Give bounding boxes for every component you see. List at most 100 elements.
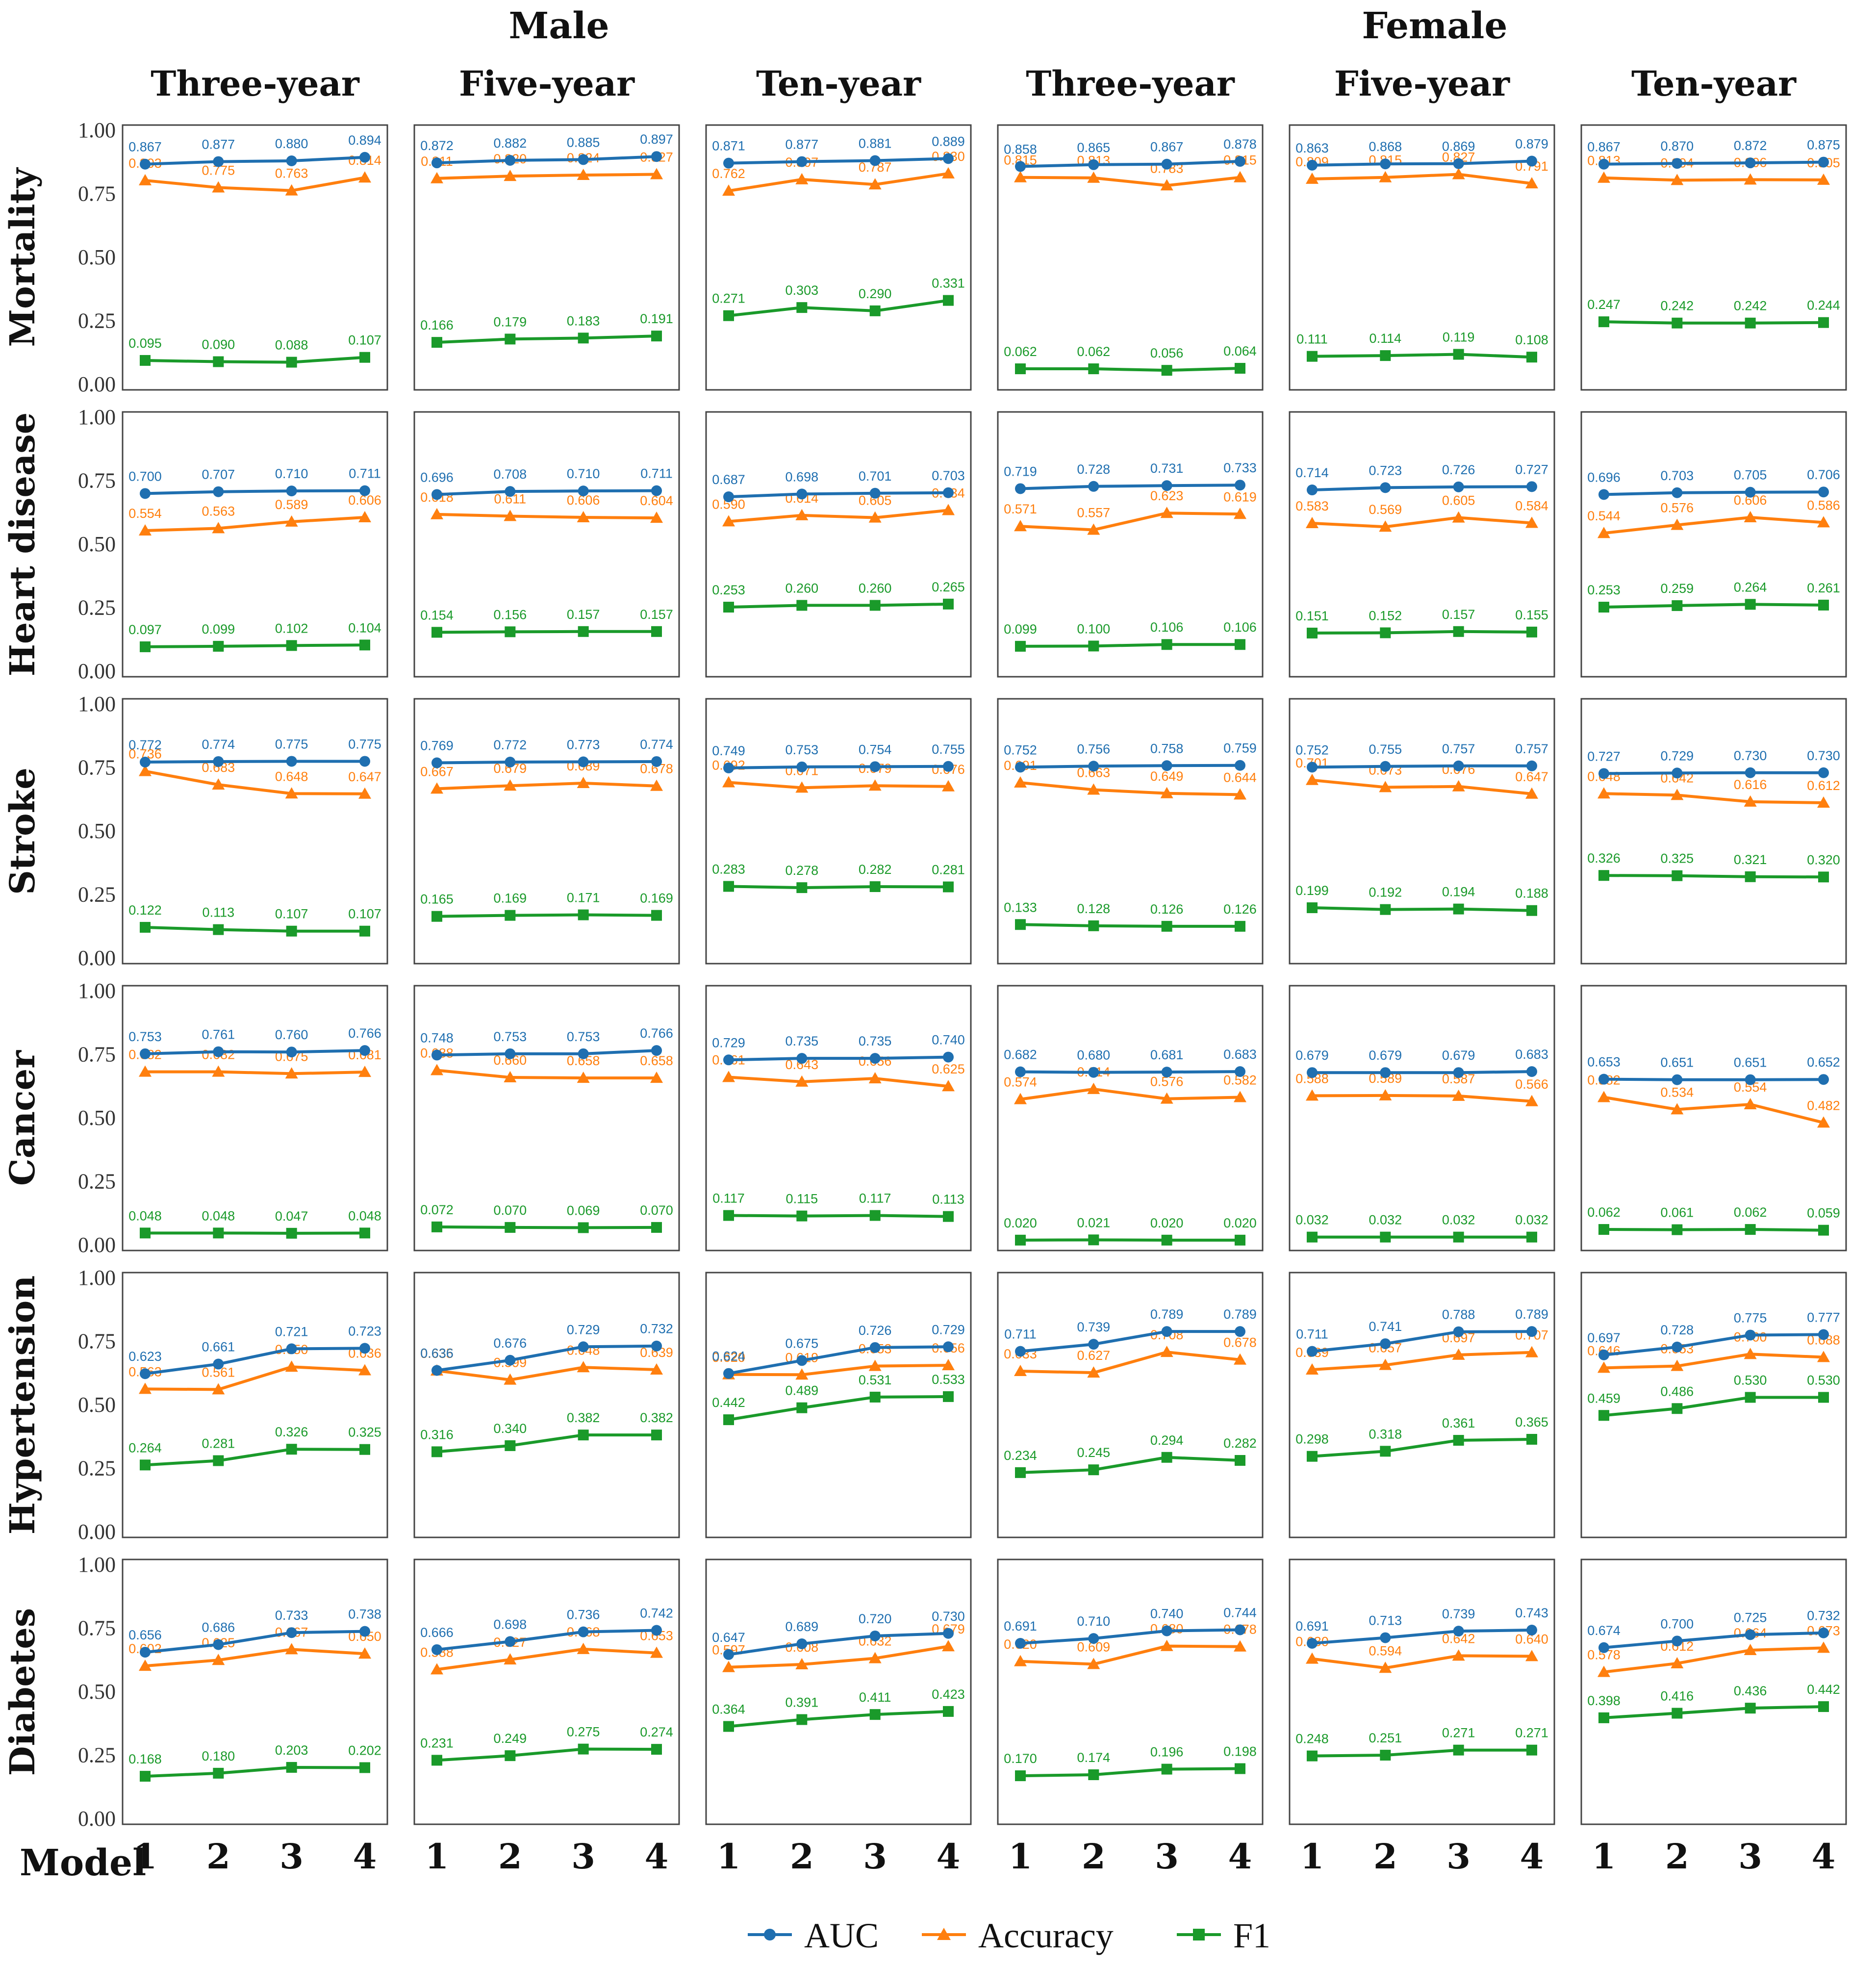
marker-auc xyxy=(943,1051,954,1063)
data-label-f1: 0.106 xyxy=(1223,620,1257,635)
data-label-f1: 0.156 xyxy=(494,607,527,622)
x-tick-label: 2 xyxy=(1665,1836,1689,1877)
marker-f1 xyxy=(140,921,151,933)
series-line-auc xyxy=(1312,485,1532,492)
panel-frame xyxy=(997,698,1264,965)
marker-auc xyxy=(1598,768,1609,779)
marker-f1 xyxy=(1161,920,1172,932)
marker-accuracy xyxy=(1452,1348,1465,1360)
data-label-auc: 0.652 xyxy=(1807,1055,1840,1070)
data-label-auc: 0.700 xyxy=(128,469,162,484)
data-label-f1: 0.253 xyxy=(712,583,745,597)
marker-auc xyxy=(578,756,589,767)
series-line-accuracy xyxy=(145,1365,365,1391)
data-label-auc: 0.687 xyxy=(712,472,745,487)
data-label-auc: 0.744 xyxy=(1223,1606,1257,1620)
panel-cancer-female-ten-year: 0.0620.0610.0620.0590.5820.5340.5540.482… xyxy=(1580,985,1847,1251)
series-line-accuracy xyxy=(728,1645,949,1669)
marker-f1 xyxy=(869,1391,881,1403)
data-label-f1: 0.416 xyxy=(1661,1689,1694,1704)
marker-f1 xyxy=(1745,1224,1756,1235)
data-label-auc: 0.872 xyxy=(1734,138,1767,153)
data-label-auc: 0.761 xyxy=(202,1027,235,1042)
x-tick-label: 3 xyxy=(863,1836,887,1877)
data-label-auc: 0.733 xyxy=(1223,460,1257,475)
data-label-accuracy: 0.635 xyxy=(420,1346,454,1361)
panel-frame xyxy=(413,698,680,965)
data-label-auc: 0.705 xyxy=(1734,468,1767,483)
marker-accuracy xyxy=(795,173,809,184)
data-label-auc: 0.882 xyxy=(494,136,527,151)
data-label-accuracy: 0.594 xyxy=(1369,1643,1402,1658)
data-label-f1: 0.281 xyxy=(202,1436,235,1451)
data-label-f1: 0.242 xyxy=(1734,299,1767,313)
data-label-auc: 0.698 xyxy=(786,469,819,484)
data-label-auc: 0.752 xyxy=(1295,742,1329,757)
marker-accuracy xyxy=(212,1065,225,1077)
marker-accuracy xyxy=(358,787,371,799)
data-label-f1: 0.382 xyxy=(567,1410,600,1425)
panel-heart-disease-male-five-year: 0.1540.1560.1570.1570.6180.6110.6060.604… xyxy=(413,411,680,678)
marker-accuracy xyxy=(650,1646,663,1658)
panel-mortality-female-ten-year: 0.2470.2420.2420.2440.8130.8040.8060.805… xyxy=(1580,124,1847,391)
data-label-auc: 0.726 xyxy=(1442,462,1475,477)
data-label-auc: 0.775 xyxy=(275,737,308,751)
marker-auc xyxy=(1380,1067,1391,1078)
marker-accuracy xyxy=(504,1071,517,1083)
marker-accuracy xyxy=(650,779,663,791)
data-label-f1: 0.486 xyxy=(1661,1384,1694,1399)
panel-frame xyxy=(705,698,972,965)
marker-accuracy xyxy=(1744,173,1757,185)
y-tick-label: 0.25 xyxy=(78,1743,116,1767)
data-label-auc: 0.775 xyxy=(348,737,381,751)
data-label-auc: 0.727 xyxy=(1587,749,1621,764)
data-label-f1: 0.264 xyxy=(128,1440,162,1455)
marker-accuracy xyxy=(942,1359,955,1371)
series-line-f1 xyxy=(1312,906,1532,912)
marker-accuracy xyxy=(1671,1103,1684,1115)
data-label-auc: 0.651 xyxy=(1734,1055,1767,1070)
marker-accuracy xyxy=(1379,1358,1392,1370)
data-label-f1: 0.106 xyxy=(1150,620,1184,635)
marker-auc xyxy=(213,1046,224,1057)
marker-auc xyxy=(1745,157,1756,169)
marker-auc xyxy=(1161,1067,1172,1078)
data-label-auc: 0.710 xyxy=(1077,1614,1111,1629)
marker-auc xyxy=(359,1343,370,1354)
marker-f1 xyxy=(796,302,808,313)
column-title-male-three-year: Three-year xyxy=(151,63,360,104)
marker-f1 xyxy=(359,1762,370,1773)
marker-accuracy xyxy=(285,1067,298,1079)
marker-accuracy xyxy=(1525,787,1538,799)
marker-auc xyxy=(1453,158,1464,169)
row-title-cancer: Cancer xyxy=(2,1050,43,1186)
marker-accuracy xyxy=(1452,168,1465,179)
marker-accuracy xyxy=(577,1072,590,1083)
marker-f1 xyxy=(1015,1234,1026,1246)
marker-auc xyxy=(286,1343,297,1354)
panel-heart-disease-male-three-year: 0.00 0.25 0.50 0.75 1.00 0.097 0.099 0.102 0.104… xyxy=(78,405,388,683)
data-label-f1: 0.361 xyxy=(1442,1416,1475,1430)
series-line-f1 xyxy=(1020,1455,1241,1474)
series-line-auc xyxy=(1603,490,1824,496)
marker-accuracy xyxy=(504,1653,517,1665)
x-tick-label: 1 xyxy=(425,1836,449,1877)
marker-f1 xyxy=(1380,904,1391,915)
data-label-f1: 0.113 xyxy=(932,1192,964,1207)
data-label-auc: 0.735 xyxy=(786,1034,819,1048)
marker-f1 xyxy=(1453,626,1464,637)
data-label-f1: 0.117 xyxy=(712,1191,745,1206)
row-title-hypertension: Hypertension xyxy=(2,1276,43,1535)
column-title-male-ten-year: Ten-year xyxy=(756,63,921,104)
marker-f1 xyxy=(1235,1234,1245,1246)
marker-auc xyxy=(578,1626,589,1637)
marker-accuracy xyxy=(1234,508,1246,519)
data-label-auc: 0.742 xyxy=(640,1606,673,1621)
marker-accuracy xyxy=(1671,174,1684,185)
marker-f1 xyxy=(1161,1452,1172,1463)
data-label-f1: 0.107 xyxy=(275,907,308,921)
marker-f1 xyxy=(286,1762,297,1773)
marker-f1 xyxy=(651,1744,662,1755)
panel-frame xyxy=(122,1558,388,1825)
